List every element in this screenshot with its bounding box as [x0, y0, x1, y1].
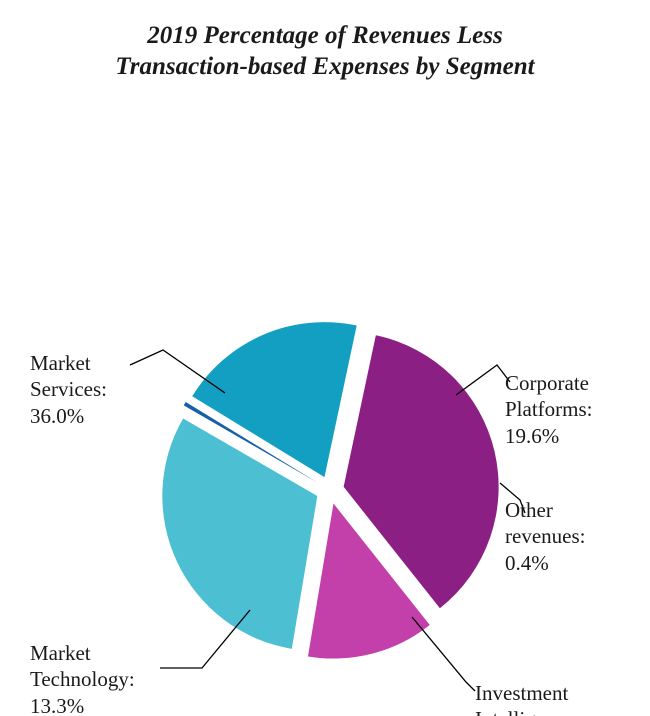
- chart-title: 2019 Percentage of Revenues Less Transac…: [0, 20, 650, 83]
- chart-container: 2019 Percentage of Revenues Less Transac…: [0, 0, 650, 716]
- slice-label: Otherrevenues:0.4%: [505, 497, 585, 576]
- slice-label: InvestmentIntelligence:30.7%: [475, 680, 580, 716]
- slice-label: MarketServices:36.0%: [30, 350, 107, 429]
- title-line-1: 2019 Percentage of Revenues Less: [147, 22, 502, 49]
- slice-label: MarketTechnology:13.3%: [30, 640, 135, 716]
- pie-slices: [162, 322, 498, 658]
- slice-label: CorporatePlatforms:19.6%: [505, 370, 593, 449]
- title-line-2: Transaction-based Expenses by Segment: [115, 53, 534, 80]
- leader-line: [412, 617, 475, 691]
